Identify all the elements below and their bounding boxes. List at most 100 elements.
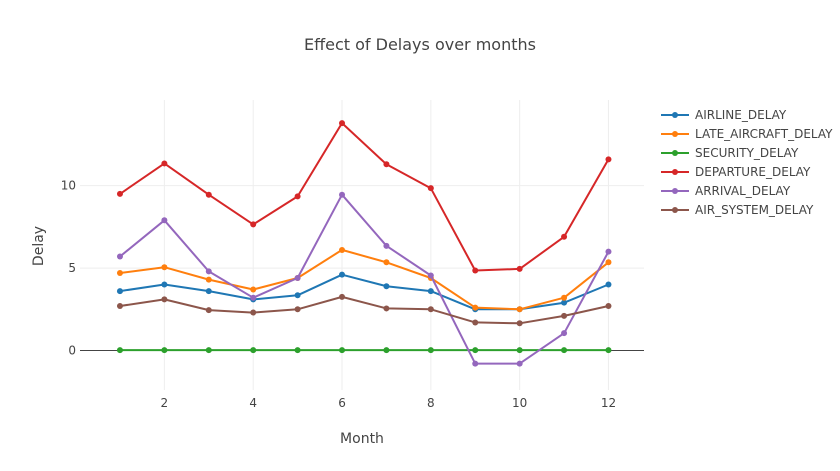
gridlines: [80, 100, 644, 390]
data-point: [339, 347, 346, 354]
data-point: [605, 281, 612, 288]
legend-label: ARRIVAL_DELAY: [695, 184, 791, 198]
data-point: [427, 347, 434, 354]
series-security-delay: [116, 347, 612, 354]
data-point: [561, 330, 568, 337]
data-point: [250, 294, 257, 301]
data-point: [472, 347, 479, 354]
legend-item-arrival-delay[interactable]: ARRIVAL_DELAY: [661, 184, 791, 198]
series-air-system-delay: [116, 293, 612, 327]
legend-marker: [672, 131, 678, 137]
series-line: [119, 193, 610, 365]
data-point: [383, 305, 390, 312]
data-point: [383, 242, 390, 249]
data-point: [205, 347, 212, 354]
data-point: [116, 270, 123, 277]
x-tick-label: 4: [249, 396, 257, 410]
legend-item-air-system-delay[interactable]: AIR_SYSTEM_DELAY: [661, 203, 814, 217]
data-point: [250, 221, 257, 228]
x-tick-label: 10: [512, 396, 527, 410]
y-axis-title: Delay: [31, 226, 47, 266]
data-point: [294, 347, 301, 354]
data-point: [116, 190, 123, 197]
data-point: [516, 265, 523, 272]
data-point: [427, 306, 434, 313]
data-point: [516, 306, 523, 313]
data-point: [561, 294, 568, 301]
x-tick-label: 2: [161, 396, 169, 410]
data-point: [472, 304, 479, 311]
data-point: [294, 193, 301, 200]
data-point: [427, 288, 434, 295]
data-point: [339, 293, 346, 300]
data-point: [205, 268, 212, 275]
data-point: [427, 185, 434, 192]
legend-marker: [672, 169, 678, 175]
data-point: [161, 347, 168, 354]
legend-item-airline-delay[interactable]: AIRLINE_DELAY: [661, 108, 787, 122]
data-point: [339, 271, 346, 278]
y-tick-label: 10: [61, 179, 76, 193]
data-point: [383, 259, 390, 266]
y-axis-ticks: 0 5 10: [61, 179, 76, 358]
legend-label: DEPARTURE_DELAY: [695, 165, 811, 179]
data-point: [605, 156, 612, 163]
legend-marker: [672, 188, 678, 194]
data-point: [339, 246, 346, 253]
legend-label: SECURITY_DELAY: [695, 146, 799, 160]
data-point: [516, 360, 523, 367]
data-point: [250, 347, 257, 354]
data-point: [205, 191, 212, 198]
x-axis-ticks: 2 4 6 8 10 12: [161, 396, 617, 410]
data-point: [339, 120, 346, 127]
legend-marker: [672, 150, 678, 156]
data-point: [161, 296, 168, 303]
data-point: [161, 264, 168, 271]
data-point: [116, 288, 123, 295]
legend-label: AIRLINE_DELAY: [695, 108, 787, 122]
data-point: [294, 306, 301, 313]
data-point: [561, 347, 568, 354]
series-line: [119, 248, 610, 311]
series-line: [119, 122, 610, 272]
data-point: [472, 360, 479, 367]
data-point: [205, 288, 212, 295]
legend-marker: [672, 112, 678, 118]
data-point: [339, 191, 346, 198]
data-point: [294, 292, 301, 299]
data-point: [427, 272, 434, 279]
data-point: [161, 160, 168, 167]
data-point: [561, 299, 568, 306]
legend-item-security-delay[interactable]: SECURITY_DELAY: [661, 146, 799, 160]
data-point: [605, 302, 612, 309]
data-point: [250, 309, 257, 316]
data-point: [116, 347, 123, 354]
y-tick-label: 5: [68, 261, 76, 275]
data-point: [472, 267, 479, 274]
x-tick-label: 12: [601, 396, 616, 410]
data-point: [161, 217, 168, 224]
data-point: [205, 307, 212, 314]
data-point: [161, 281, 168, 288]
data-point: [116, 302, 123, 309]
data-point: [250, 286, 257, 293]
data-point: [605, 347, 612, 354]
legend[interactable]: AIRLINE_DELAY LATE_AIRCRAFT_DELAY SECURITY…: [661, 108, 833, 217]
data-point: [116, 253, 123, 260]
legend-item-late-aircraft-delay[interactable]: LATE_AIRCRAFT_DELAY: [661, 127, 833, 141]
legend-label: AIR_SYSTEM_DELAY: [695, 203, 814, 217]
series-arrival-delay: [116, 191, 612, 367]
data-point: [383, 283, 390, 290]
data-point: [561, 233, 568, 240]
series-line: [119, 295, 609, 325]
legend-marker: [672, 207, 678, 213]
data-point: [472, 319, 479, 326]
x-tick-label: 8: [427, 396, 435, 410]
y-tick-label: 0: [68, 343, 76, 357]
legend-item-departure-delay[interactable]: DEPARTURE_DELAY: [661, 165, 811, 179]
x-tick-label: 6: [338, 396, 346, 410]
data-point: [516, 320, 523, 327]
data-point: [561, 312, 568, 319]
data-point: [205, 276, 212, 283]
